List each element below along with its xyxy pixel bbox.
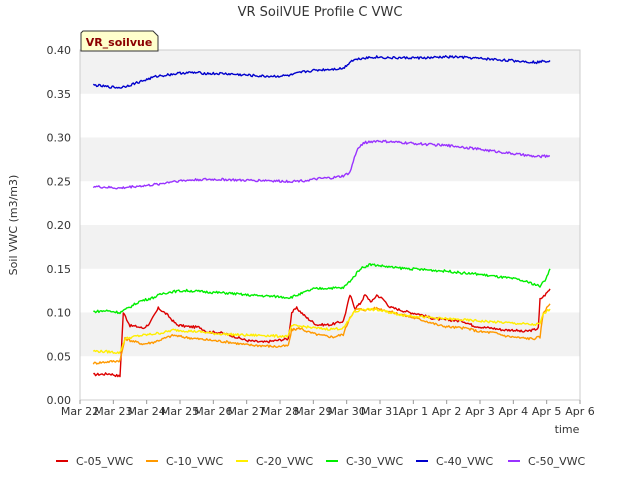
y-tick-label: 0.00 [47,394,72,407]
y-axis-label: Soil VWC (m3/m3) [7,175,20,276]
grid-band [80,312,580,357]
legend-label: C-20_VWC [256,455,314,468]
legend-label: C-50_VWC [528,455,586,468]
legend-item: C-40_VWC [416,455,494,468]
grid-bands [80,50,580,357]
chart-title: VR SoilVUE Profile C VWC [238,5,403,20]
legend-label: C-30_VWC [346,455,404,468]
x-tick-label: Mar 26 [194,405,232,418]
x-tick-label: Mar 28 [261,405,299,418]
legend-label: C-40_VWC [436,455,494,468]
series-line-c-10-vwc [92,303,551,365]
x-tick-label: Apr 4 [499,405,529,418]
series-line-c-50-vwc [92,139,550,190]
x-tick-label: Apr 2 [432,405,462,418]
y-tick-label: 0.35 [47,88,72,101]
grid-band [80,225,580,269]
station-badge-box [80,30,159,52]
legend-label: C-10_VWC [166,455,224,468]
plot-area [79,49,581,401]
x-tick-label: Apr 1 [399,405,429,418]
series-layer [92,55,551,378]
x-tick-label: Mar 30 [328,405,366,418]
x-axis-label: time [555,423,580,436]
series-line-c-20-vwc [92,307,551,355]
series-line-c-05-vwc [93,288,551,378]
y-tick-label: 0.05 [47,350,72,363]
grid-band [80,137,580,182]
grid-band [80,50,580,94]
legend-item: C-10_VWC [146,455,224,468]
x-tick-label: Mar 24 [128,405,166,418]
x-tick-label: Mar 27 [228,405,266,418]
series-line-c-30-vwc [93,262,551,315]
legend-item: C-20_VWC [236,455,314,468]
x-tick-label: Mar 22 [61,405,99,418]
x-tick-label: Mar 29 [294,405,332,418]
station-badge: VR_soilvue [80,30,159,52]
x-tick-label: Apr 6 [565,405,595,418]
x-tick-label: Mar 31 [361,405,399,418]
legend: C-05_VWC C-10_VWC C-20_VWC C-30_VWC C-40_VWC… [56,455,586,468]
y-tick-label: 0.15 [47,263,72,276]
legend-item: C-05_VWC [56,455,134,468]
y-tick-label: 0.25 [47,175,72,188]
legend-label: C-05_VWC [76,455,134,468]
y-tick-label: 0.40 [47,44,72,57]
x-tick-label: Mar 23 [94,405,132,418]
series-line-c-40-vwc [92,55,551,89]
y-tick-label: 0.20 [47,219,72,232]
x-tick-label: Apr 5 [532,405,562,418]
x-tick-label: Mar 25 [161,405,199,418]
y-tick-label: 0.30 [47,132,72,145]
y-tick-label: 0.10 [47,307,72,320]
legend-item: C-30_VWC [326,455,404,468]
x-tick-label: Apr 3 [465,405,495,418]
station-badge-label: VR_soilvue [86,36,153,49]
legend-item: C-50_VWC [508,455,586,468]
y-axis-ticks: 0.00 0.05 0.10 0.15 0.20 0.25 0.30 0.35 0.40 [47,44,72,407]
